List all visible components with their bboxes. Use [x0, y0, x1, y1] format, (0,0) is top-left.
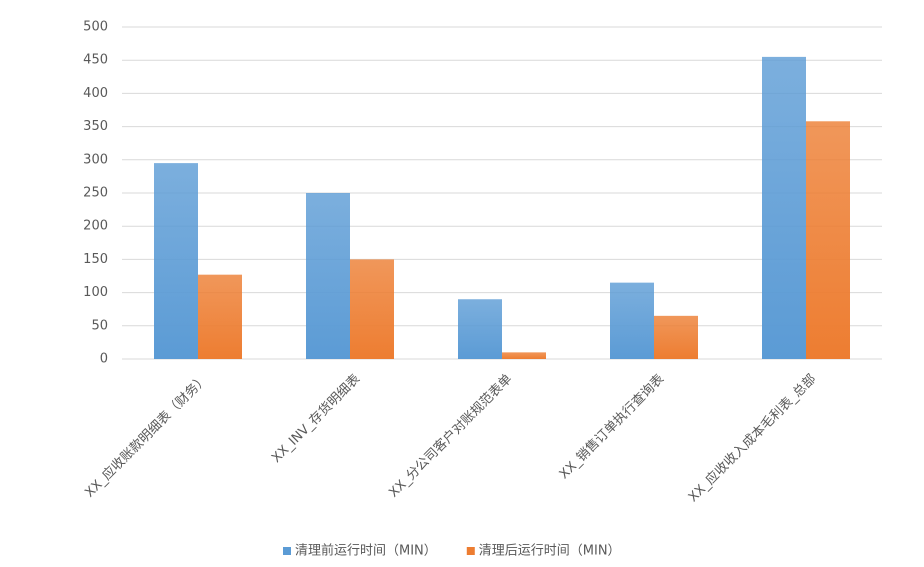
- x-tick-label: XX_INV_存货明细表: [268, 371, 363, 466]
- y-tick-label: 450: [83, 53, 108, 68]
- y-tick-label: 50: [91, 318, 108, 333]
- bar: [198, 274, 242, 359]
- bar: [350, 259, 394, 359]
- y-tick-label: 500: [83, 20, 108, 35]
- y-tick-label: 250: [83, 186, 108, 201]
- legend-label: 清理前运行时间（MIN）: [295, 543, 437, 559]
- bar: [806, 121, 850, 360]
- x-tick-label: XX_应收账款明细表（财务）: [82, 371, 212, 501]
- bar: [154, 163, 198, 359]
- bar: [458, 299, 502, 359]
- bar: [762, 56, 806, 359]
- legend-swatch: [466, 547, 475, 555]
- bar: [610, 282, 654, 359]
- x-tick-label: XX_分公司客户对账规范表单: [386, 371, 516, 501]
- bar: [502, 352, 546, 359]
- y-tick-label: 200: [83, 219, 108, 234]
- y-tick-label: 300: [83, 152, 108, 167]
- legend-label: 清理后运行时间（MIN）: [479, 544, 621, 559]
- x-tick-label: XX_应收收入成本毛利表_总部: [685, 371, 819, 505]
- bar: [306, 193, 350, 359]
- y-tick-label: 100: [83, 285, 108, 300]
- legend-swatch: [283, 547, 291, 555]
- y-tick-label: 0: [100, 352, 108, 367]
- y-tick-label: 400: [83, 86, 108, 101]
- y-tick-label: 150: [83, 252, 108, 267]
- y-tick-label: 350: [83, 119, 108, 134]
- bar: [654, 315, 698, 359]
- x-tick-label: XX_销售订单执行查询表: [556, 371, 667, 482]
